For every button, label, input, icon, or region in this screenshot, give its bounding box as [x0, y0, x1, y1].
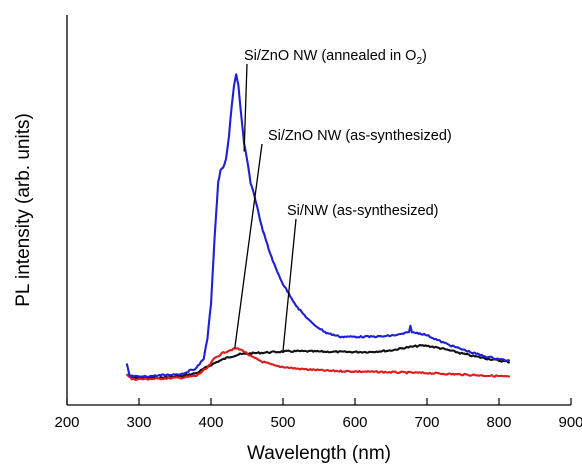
annotation-as-synthesized-zno: Si/ZnO NW (as-synthesized) [268, 128, 452, 144]
annotation-pointer-line [282, 218, 297, 352]
x-axis-title: Wavelength (nm) [247, 443, 391, 464]
x-tick-label: 400 [198, 414, 223, 431]
x-tick-label: 600 [342, 414, 367, 431]
plot-area: 200 300 400 500 600 700 800 900 [54, 15, 582, 431]
annotation-pointer-line [243, 63, 248, 152]
x-tick-label: 200 [54, 414, 79, 431]
annotation-annealed: Si/ZnO NW (annealed in O2) [244, 48, 427, 67]
x-tick-label: 300 [126, 414, 151, 431]
annotation-pointers [234, 63, 297, 352]
annotation-pointer-line [234, 143, 263, 349]
x-axis-ticks: 200 300 400 500 600 700 800 900 [54, 398, 582, 431]
x-tick-label: 500 [270, 414, 295, 431]
annotation-si-nw: Si/NW (as-synthesized) [287, 203, 438, 219]
y-axis-title: PL intensity (arb. units) [13, 113, 34, 307]
x-tick-label: 700 [414, 414, 439, 431]
series-line [125, 347, 511, 381]
series-line [126, 343, 511, 380]
series-group [125, 73, 511, 381]
series-line [125, 73, 511, 379]
x-tick-label: 800 [486, 414, 511, 431]
x-tick-label: 900 [558, 414, 582, 431]
